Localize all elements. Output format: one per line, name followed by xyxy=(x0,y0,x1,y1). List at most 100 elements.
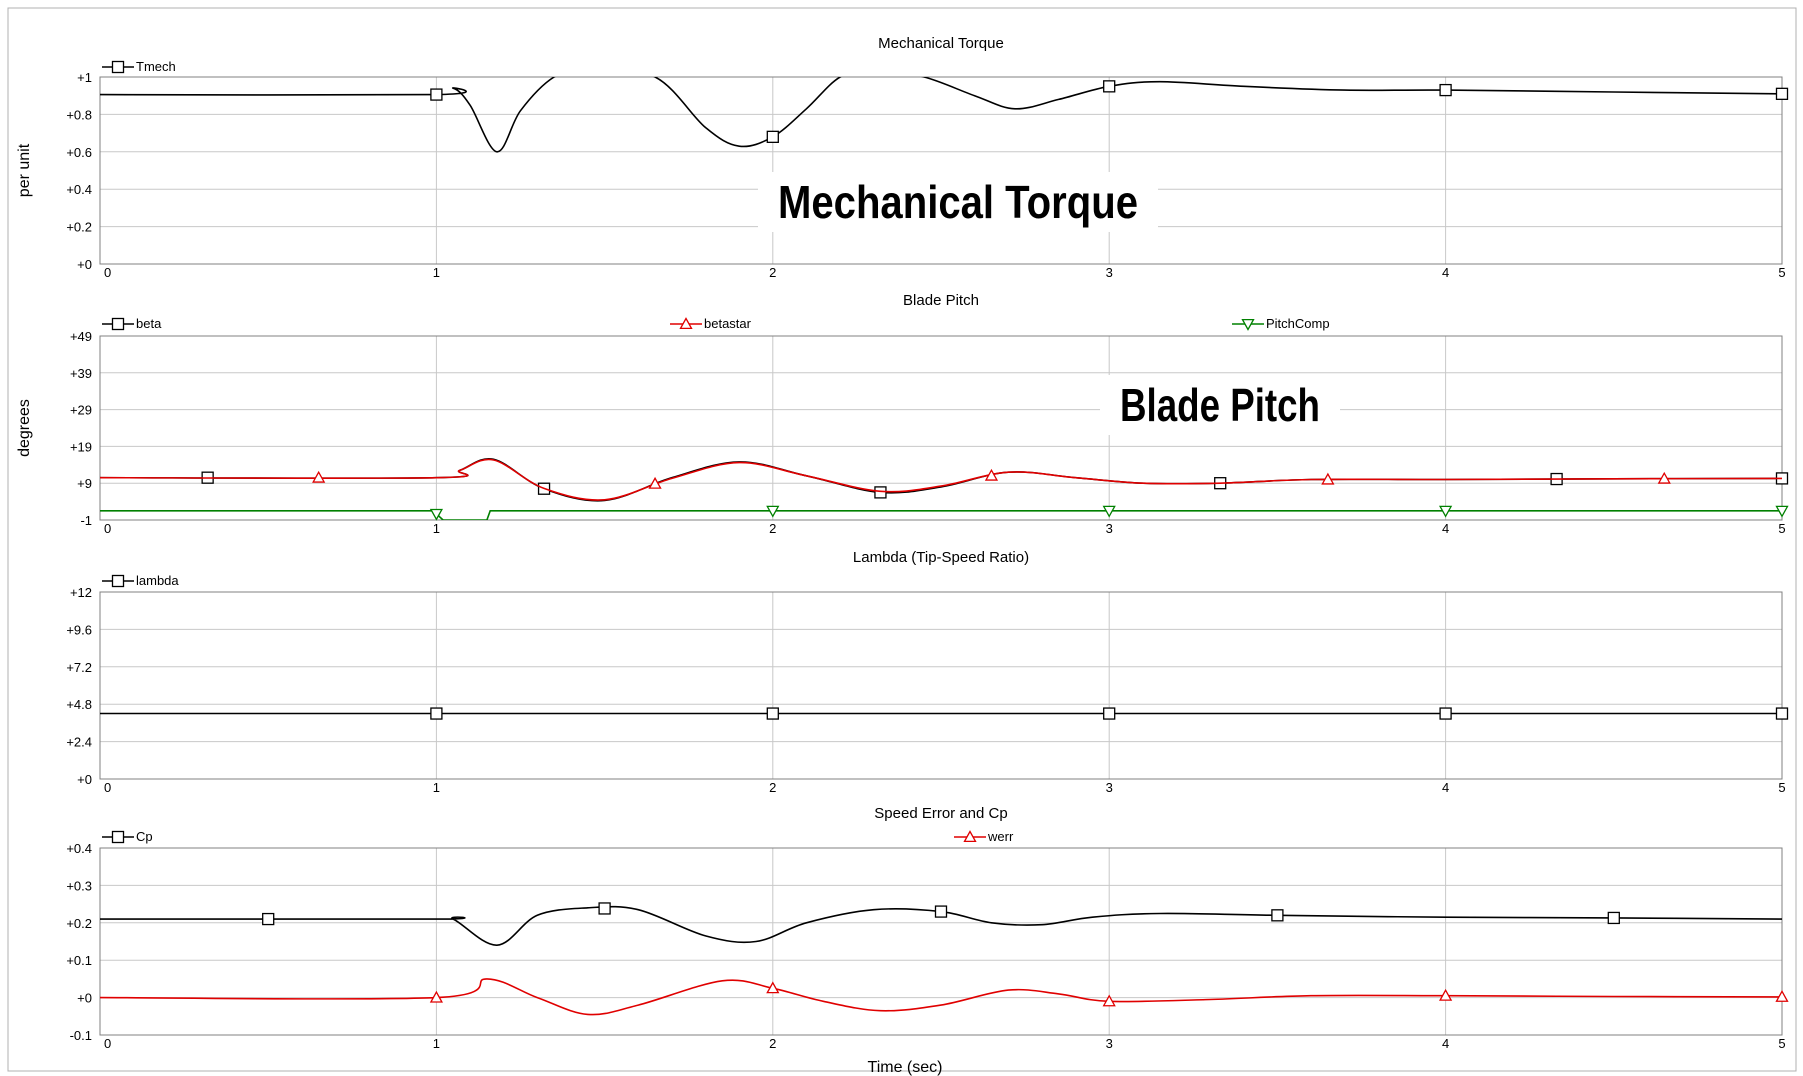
legend-entry-beta: beta xyxy=(102,316,162,331)
data-point-betastar xyxy=(984,468,999,481)
panel-title: Blade Pitch xyxy=(903,292,979,309)
y-tick-label: +29 xyxy=(70,403,92,418)
series-Cp xyxy=(100,902,1782,947)
x-tick-label: 0 xyxy=(104,521,111,536)
x-tick-label: 2 xyxy=(769,521,776,536)
series-line-betastar xyxy=(100,458,1782,501)
legend-marker xyxy=(111,317,125,331)
legend-marker xyxy=(963,830,977,843)
plot-area xyxy=(99,76,1783,265)
x-tick-label: 3 xyxy=(1106,780,1113,795)
window-border xyxy=(7,7,1797,1072)
data-point-PitchComp xyxy=(1775,505,1789,518)
data-point-Cp xyxy=(934,905,948,918)
y-tick-label: +12 xyxy=(70,585,92,600)
legend-entry-lambda: lambda xyxy=(102,573,179,588)
legend-label: betastar xyxy=(704,316,752,331)
x-tick-label: 5 xyxy=(1778,265,1785,280)
panel-title: Speed Error and Cp xyxy=(874,805,1007,822)
x-axis-title: Time (sec) xyxy=(868,1059,943,1076)
panel-4: Speed Error and Cp 0 1 2 3 4 5 -0.1 +0 +0.1 +0.2 +0… xyxy=(66,805,1789,1051)
data-point-Cp xyxy=(1607,911,1620,925)
legend-entry-Tmech: Tmech xyxy=(102,59,176,74)
y-axis-title: per unit xyxy=(16,143,33,197)
data-point-lambda xyxy=(430,707,443,720)
data-point-werr xyxy=(1438,988,1453,1001)
data-point-beta xyxy=(874,486,887,499)
data-point-lambda xyxy=(1439,707,1452,720)
legend-entry-werr: werr xyxy=(954,829,1014,844)
data-point-Tmech xyxy=(1439,83,1452,97)
y-tick-label: +7.2 xyxy=(66,660,92,675)
data-point-betastar xyxy=(648,476,662,489)
y-tick-label: +0.2 xyxy=(66,220,92,235)
x-tick-label: 2 xyxy=(769,1036,776,1051)
x-tick-label: 2 xyxy=(769,265,776,280)
y-tick-label: +0.4 xyxy=(66,841,92,856)
y-tick-label: +0 xyxy=(77,991,92,1006)
data-point-betastar xyxy=(1321,472,1335,485)
legend-marker xyxy=(679,317,693,330)
legend-marker xyxy=(1241,318,1255,331)
y-tick-label: +9 xyxy=(77,476,92,491)
legend-marker xyxy=(111,574,125,588)
data-point-Cp xyxy=(1271,909,1284,922)
series-line-PitchComp xyxy=(100,510,1782,520)
data-point-PitchComp xyxy=(429,508,444,521)
data-point-werr xyxy=(1102,994,1116,1007)
data-point-PitchComp xyxy=(1438,505,1453,518)
x-tick-label: 1 xyxy=(433,265,440,280)
y-tick-label: +19 xyxy=(70,439,92,454)
x-tick-label: 4 xyxy=(1442,521,1449,536)
y-tick-label: +0.8 xyxy=(66,107,92,122)
x-tick-label: 4 xyxy=(1442,1036,1449,1051)
x-tick-label: 0 xyxy=(104,265,111,280)
data-point-Cp xyxy=(598,902,611,915)
legend-label: lambda xyxy=(136,573,179,588)
legend-marker xyxy=(111,60,125,74)
y-tick-label: +49 xyxy=(70,329,92,344)
series-lambda xyxy=(100,707,1789,720)
data-point-Tmech xyxy=(766,130,779,143)
overlay-label-bg xyxy=(1100,375,1340,435)
series-werr xyxy=(100,978,1789,1016)
x-tick-label: 4 xyxy=(1442,780,1449,795)
data-point-lambda xyxy=(1775,707,1789,720)
series-Tmech xyxy=(100,77,1789,153)
x-tick-label: 0 xyxy=(104,780,111,795)
data-point-betastar xyxy=(312,470,326,483)
y-tick-label: +0.2 xyxy=(66,916,92,931)
x-tick-label: 3 xyxy=(1106,1036,1113,1051)
plot-area xyxy=(99,591,1783,780)
panel-2: Blade Pitch 0 1 2 3 4 5 -1 +9 +19 +29 +39 +49 degrees… xyxy=(16,292,1789,536)
y-tick-label: -0.1 xyxy=(70,1028,92,1043)
data-point-Cp xyxy=(262,912,275,926)
legend-label: PitchComp xyxy=(1266,316,1330,331)
chart-panels: Mechanical Torque 0 1 2 3 4 5 +0 +0.2 +0.4 +0.6 +0.… xyxy=(16,35,1789,1051)
series-line-Cp xyxy=(100,905,1782,947)
legend-entry-Cp: Cp xyxy=(102,829,153,844)
series-PitchComp xyxy=(100,505,1789,521)
panel-title: Mechanical Torque xyxy=(878,35,1004,52)
y-tick-label: -1 xyxy=(80,513,92,528)
data-point-PitchComp xyxy=(1102,505,1116,518)
y-tick-label: +0.3 xyxy=(66,878,92,893)
data-point-PitchComp xyxy=(766,505,780,518)
x-tick-label: 5 xyxy=(1778,780,1785,795)
y-axis-title: degrees xyxy=(16,399,33,457)
y-tick-label: +0.1 xyxy=(66,953,92,968)
x-tick-label: 4 xyxy=(1442,265,1449,280)
plot-area xyxy=(99,335,1783,521)
data-point-Tmech xyxy=(1775,87,1789,100)
panel-title: Lambda (Tip-Speed Ratio) xyxy=(853,549,1029,566)
panel-1: Mechanical Torque 0 1 2 3 4 5 +0 +0.2 +0.4 +0.6 +0.… xyxy=(16,35,1789,280)
legend-marker xyxy=(111,830,125,844)
series-line-Tmech xyxy=(100,77,1782,153)
legend-label: werr xyxy=(987,829,1014,844)
y-tick-label: +9.6 xyxy=(66,622,92,637)
data-point-Tmech xyxy=(430,88,443,101)
y-tick-label: +0 xyxy=(77,257,92,272)
legend-label: beta xyxy=(136,316,162,331)
overlay-label-bg xyxy=(758,172,1158,232)
